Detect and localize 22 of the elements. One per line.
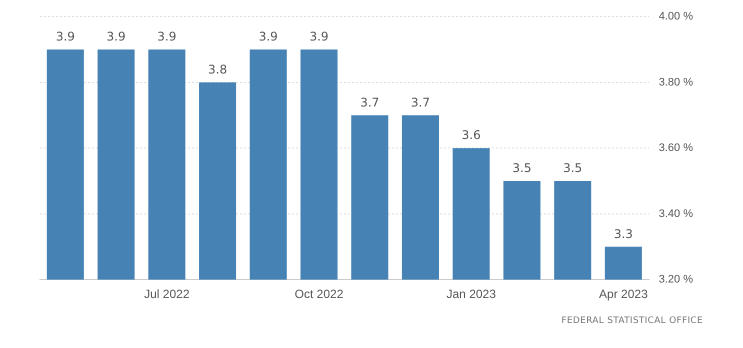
y-tick-label: 3.80 % [658,76,694,88]
data-label: 3.5 [563,161,582,176]
y-tick-label: 3.40 % [658,208,694,220]
data-label: 3.9 [56,30,75,44]
data-label: 3.9 [157,30,176,44]
text: FEDERAL STATISTICAL OFFICE [561,316,703,326]
data-label: 3.7 [360,95,380,110]
x-tick-label: Apr 2023 [599,287,648,302]
y-tick-label: 3.20 % [658,274,694,286]
data-label: 3.9 [258,30,278,44]
x-tick-label: Jul 2022 [144,287,190,302]
data-label: 3.5 [512,161,532,176]
x-tick-label: Oct 2022 [294,287,344,302]
data-label: 3.3 [614,226,633,241]
data-label: 3.8 [208,62,228,76]
data-label: 3.9 [309,30,329,44]
data-label: 3.7 [410,95,430,110]
x-tick-label: Jan 2023 [446,287,496,302]
data-label: 3.9 [106,30,126,44]
y-tick-label: 4.00 % [658,10,694,23]
data-label: 3.6 [462,128,481,142]
y-tick-label: 3.60 % [658,142,694,154]
